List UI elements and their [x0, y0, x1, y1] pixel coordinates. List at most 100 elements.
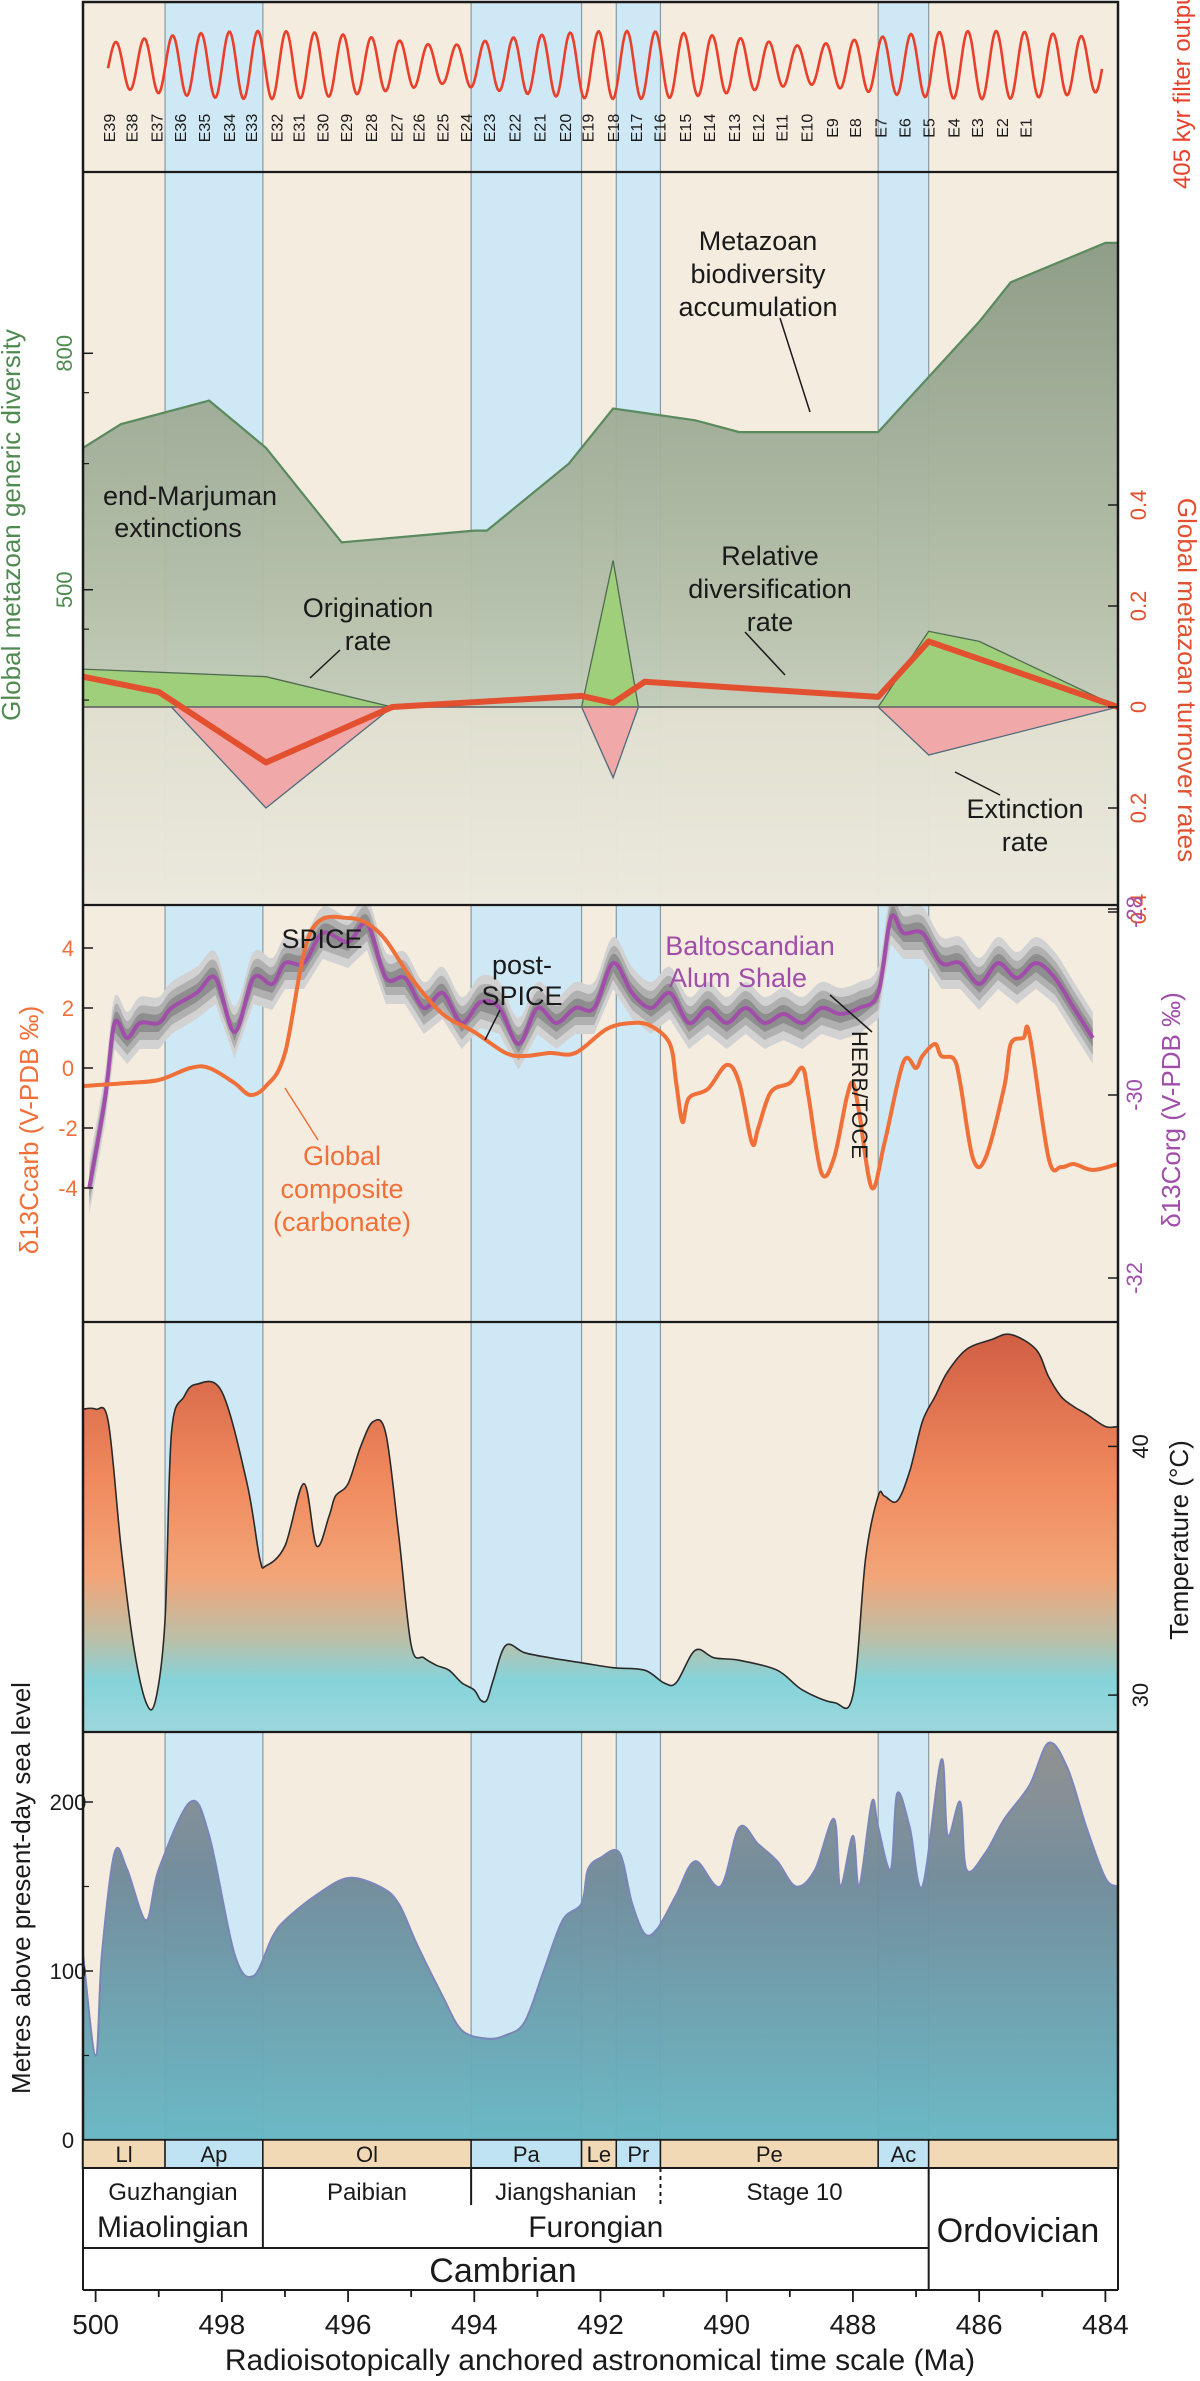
cycle-label-E13: E13 — [727, 114, 744, 143]
annotation-extinction-rate: rate — [1002, 827, 1049, 857]
cycle-label-E3: E3 — [970, 118, 987, 138]
cycle-label-E26: E26 — [411, 114, 428, 143]
stage-label-0: Ll — [115, 2142, 132, 2167]
age-label-2: Jiangshanian — [495, 2179, 636, 2206]
annotation-carbonate: (carbonate) — [273, 1207, 411, 1237]
sea-level-tick-label-200: 200 — [50, 1790, 87, 1815]
cycle-label-E35: E35 — [197, 114, 214, 143]
annotation-baltoscandian: Baltoscandian — [665, 931, 835, 961]
x-tick-label-488: 488 — [830, 2309, 877, 2340]
temperature-area — [83, 1334, 1118, 1732]
relative-diversification-line — [83, 638, 1118, 766]
turnover-tick-label-1: 0.2 — [1126, 591, 1151, 622]
annotation-post-spice: SPICE — [481, 981, 562, 1011]
diversity-annotations: end-Marjuman extinctions Origination rat… — [103, 226, 1084, 857]
cycle-label-E34: E34 — [222, 114, 239, 143]
annotation-diversification: diversification — [688, 574, 852, 604]
cycle-label-E29: E29 — [339, 114, 356, 143]
cycle-label-E18: E18 — [606, 114, 623, 143]
stripe-0 — [165, 2, 263, 2165]
age-label-1: Paibian — [327, 2179, 407, 2206]
sea-level-ylabel: Metres above present-day sea level — [6, 1682, 36, 2094]
carb-tick-label-2: 0 — [62, 1056, 74, 1081]
org-tick-label-2: -32 — [1122, 1262, 1147, 1294]
chronostratigraphy: Ll Ap Ol Pa Le Pr Pe Ac Guzhangian Paibian Jiangsh… — [82, 2139, 1119, 2293]
cycle-labels: E39 E38 E37 E36 E35 E34 E33 E32 E31 E30 E29 E28 E27 E… — [102, 114, 1035, 143]
isotope-ticks: 4 2 0 -2 -4 -28 -30 -32 — [58, 896, 1147, 1294]
stripe-1 — [471, 2, 582, 2165]
diversity-leaders — [309, 317, 1001, 796]
annotation-extinction: Extinction — [966, 794, 1083, 824]
series-label-1: Furongian — [528, 2211, 663, 2244]
stage-label-2: Ol — [356, 2142, 378, 2167]
turnover-tick-label-3: 0.2 — [1126, 793, 1151, 824]
sea-level-tick-label-100: 100 — [50, 1959, 87, 1984]
cycle-label-E31: E31 — [292, 114, 309, 143]
annotation-global: Global — [303, 1141, 381, 1171]
cycle-label-E11: E11 — [774, 114, 791, 141]
isotope-annotations: SPICE post- SPICE Baltoscandian Alum Sha… — [273, 924, 872, 1237]
cycle-label-E21: E21 — [533, 114, 550, 143]
carb-tick-label-4: -4 — [58, 1176, 78, 1201]
chrono-bg — [83, 2168, 1118, 2293]
cycle-label-E36: E36 — [173, 114, 190, 143]
annotation-origination-rate: rate — [345, 626, 392, 656]
cycle-label-E33: E33 — [244, 114, 261, 143]
filter-ylabel-text: 405 kyr filter output — [1169, 0, 1196, 189]
cambrian-label: Cambrian — [429, 2252, 576, 2290]
sea-level-line — [83, 1741, 1118, 2057]
temperature-ylabel: Temperature (°C) — [1164, 1440, 1194, 1640]
annotation-accumulation: accumulation — [678, 292, 837, 322]
cycle-label-E7: E7 — [873, 118, 890, 138]
x-tick-label-486: 486 — [956, 2309, 1003, 2340]
annotation-biodiversity: biodiversity — [690, 259, 826, 289]
org-tick-label-1: -30 — [1122, 1079, 1147, 1111]
age-label-0: Guzhangian — [108, 2179, 237, 2206]
org-tick-label-0: -28 — [1122, 896, 1147, 928]
cycle-label-E19: E19 — [581, 114, 598, 143]
global-composite-line — [83, 914, 1118, 1191]
sea-level-area — [83, 1742, 1118, 2140]
cycle-label-E4: E4 — [947, 118, 964, 138]
cycle-label-E5: E5 — [921, 118, 938, 138]
stage-label-5: Pr — [627, 2142, 649, 2167]
cycle-label-E23: E23 — [482, 114, 499, 143]
isotope-ylabel-left: δ13Ccarb (V-PDB ‰) — [14, 1006, 44, 1255]
cycle-label-E37: E37 — [150, 114, 167, 143]
cycle-label-E39: E39 — [102, 114, 119, 143]
annotation-spice: SPICE — [281, 924, 362, 954]
stage-box-6 — [659, 2139, 879, 2169]
cycle-label-E14: E14 — [702, 114, 719, 143]
isotope-ylabel-right: δ13Corg (V-PDB ‰) — [1156, 992, 1186, 1228]
cycle-label-E27: E27 — [389, 114, 406, 143]
filter-ylabel: 405 kyr filter output — [1169, 0, 1196, 189]
x-axis: 500 498 496 494 492 490 488 486 484 — [72, 2289, 1129, 2340]
stage-label-4: Le — [587, 2142, 611, 2167]
cycle-label-E8: E8 — [848, 118, 865, 138]
annotation-herb-toce: HERB/TOCE — [847, 1031, 872, 1159]
cycle-label-E30: E30 — [316, 114, 333, 143]
age-label-3: Stage 10 — [747, 2179, 843, 2206]
stripe-2 — [616, 2, 661, 2165]
alum-shale-line — [87, 913, 1095, 1189]
cycle-label-E2: E2 — [995, 118, 1012, 138]
x-tick-label-490: 490 — [703, 2309, 750, 2340]
temperature-ticks: 40 30 — [1108, 1434, 1153, 1707]
diversity-tick-label-500: 500 — [52, 571, 77, 608]
filter-panel — [106, 29, 1104, 101]
cycle-label-E28: E28 — [364, 114, 381, 143]
x-tick-label-496: 496 — [325, 2309, 372, 2340]
cycle-label-E6: E6 — [897, 118, 914, 138]
sea-level-ticks: 0 100 200 — [50, 1790, 93, 2153]
diversity-tick-label-800: 800 — [52, 335, 77, 372]
annotation-end-marjuman: end-Marjuman — [103, 481, 277, 511]
cycle-label-E24: E24 — [459, 114, 476, 143]
cycle-label-E15: E15 — [678, 114, 695, 143]
carb-tick-label-3: -2 — [58, 1116, 78, 1141]
x-tick-label-492: 492 — [577, 2309, 624, 2340]
x-tick-label-500: 500 — [72, 2309, 119, 2340]
cycle-label-E22: E22 — [507, 114, 524, 143]
cycle-label-E32: E32 — [269, 114, 286, 143]
stage-box-2 — [262, 2139, 472, 2169]
x-tick-label-498: 498 — [198, 2309, 245, 2340]
